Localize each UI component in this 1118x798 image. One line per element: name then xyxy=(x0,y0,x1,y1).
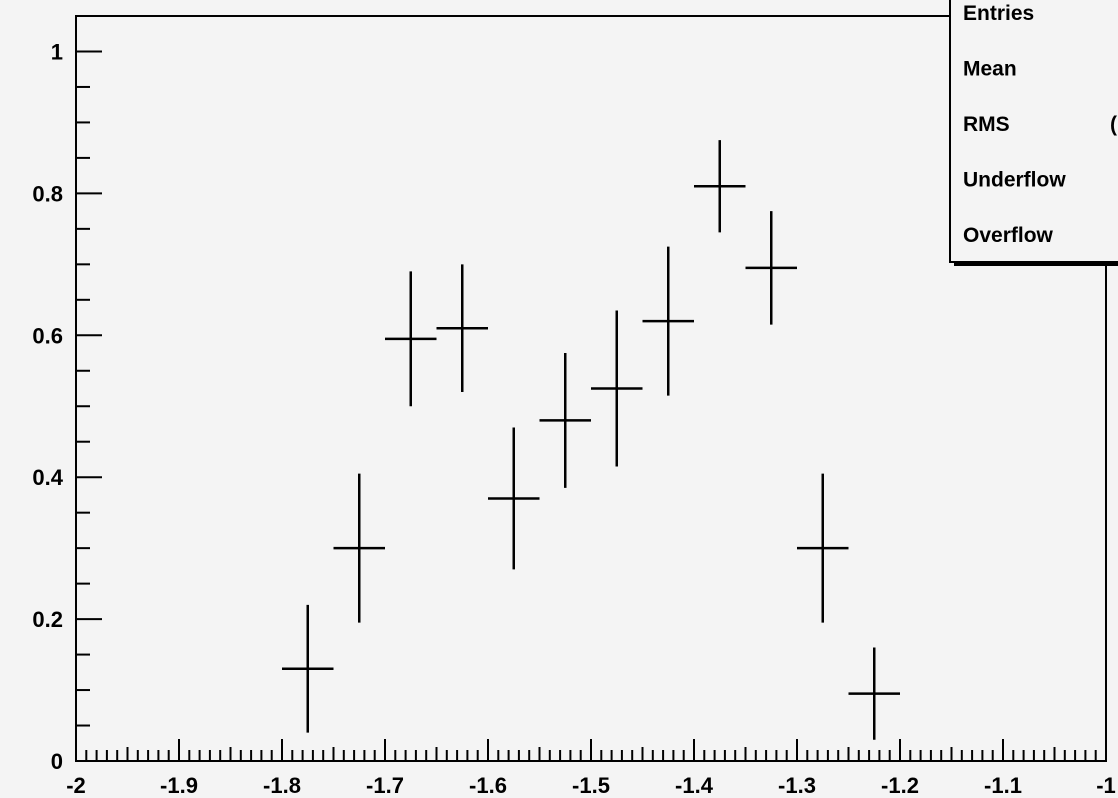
x-tick-label: -2 xyxy=(66,773,86,798)
data-point xyxy=(745,211,797,325)
y-tick-label: 0.8 xyxy=(32,181,63,206)
data-point xyxy=(333,473,385,623)
x-tick-labels: -2 -1.9 -1.8 -1.7 -1.6 -1.5 -1.4 -1.3 -1.2 -1.1 -1 xyxy=(66,773,1116,798)
stats-box: Entries Mean RMS Underflow Overflow ( xyxy=(949,0,1118,266)
x-tick-label: -1.8 xyxy=(263,773,301,798)
axis-ticks xyxy=(75,15,1107,762)
data-point xyxy=(385,271,437,407)
stats-box-background xyxy=(949,0,1118,263)
x-tick-label: -1.9 xyxy=(160,773,198,798)
x-tick-label: -1.3 xyxy=(778,773,816,798)
x-tick-label: -1.2 xyxy=(881,773,919,798)
stats-label-entries: Entries xyxy=(963,2,1034,25)
stats-label-overflow: Overflow xyxy=(963,224,1054,247)
x-tick-label: -1.4 xyxy=(675,773,714,798)
y-tick-label: 0.4 xyxy=(32,465,63,490)
x-tick-label: -1.7 xyxy=(366,773,404,798)
x-tick-label: -1 xyxy=(1096,773,1116,798)
y-tick-labels: 0 0.2 0.4 0.6 0.8 1 xyxy=(32,39,63,774)
x-tick-label: -1.5 xyxy=(572,773,610,798)
y-tick-label: 0.6 xyxy=(32,323,63,348)
data-point xyxy=(282,604,334,733)
stats-value-rms-fragment: ( xyxy=(1110,113,1117,136)
y-tick-label: 0 xyxy=(51,749,63,774)
data-point xyxy=(539,353,591,488)
data-point xyxy=(694,140,746,233)
y-tick-label: 0.2 xyxy=(32,607,63,632)
stats-label-rms: RMS xyxy=(963,113,1010,136)
x-tick-label: -1.6 xyxy=(469,773,507,798)
stats-label-underflow: Underflow xyxy=(963,169,1066,192)
stats-label-mean: Mean xyxy=(963,58,1017,81)
data-point xyxy=(797,473,849,623)
y-tick-label: 1 xyxy=(51,39,63,64)
x-tick-label: -1.1 xyxy=(984,773,1022,798)
data-points xyxy=(282,140,900,740)
data-point xyxy=(436,264,488,393)
data-point xyxy=(591,310,643,467)
data-point xyxy=(642,246,694,396)
data-point xyxy=(848,647,900,740)
data-point xyxy=(488,427,540,570)
